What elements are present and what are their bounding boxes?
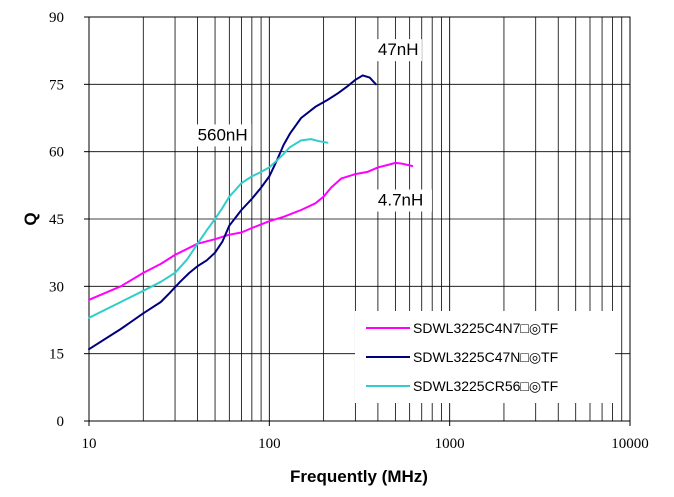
annotation-label: 560nH (198, 125, 248, 144)
y-tick-label: 0 (57, 414, 65, 430)
x-tick-label: 1000 (435, 436, 465, 452)
y-axis-label: Q (21, 212, 40, 225)
x-tick-label: 100 (258, 436, 281, 452)
series-lines (88, 74, 414, 351)
y-tick-label: 15 (49, 347, 64, 363)
x-tick-label: 10000 (611, 436, 649, 452)
y-tick-label: 45 (49, 212, 64, 228)
series-line-2 (88, 74, 377, 351)
legend-entry: SDWL3225C4N7□◎TF (413, 320, 558, 336)
x-axis-ticks: 10 100 1000 10000 (82, 421, 649, 452)
legend-entry: SDWL3225C47N□◎TF (413, 349, 558, 365)
series-line-3 (88, 138, 329, 319)
annotation-label: 47nH (378, 40, 419, 59)
y-tick-label: 60 (49, 145, 64, 161)
y-tick-label: 75 (49, 77, 64, 93)
annotation-bg (373, 189, 432, 212)
annotation-bg (193, 124, 252, 147)
x-tick-label: 10 (82, 436, 97, 452)
annotation-bg (373, 39, 422, 62)
legend-entry: SDWL3225CR56□◎TF (413, 378, 558, 394)
y-axis-ticks: 0 15 30 45 60 75 90 (49, 10, 89, 430)
x-axis-label: Frequently (MHz) (290, 467, 428, 486)
series-line-1 (88, 161, 414, 301)
annotation-label: 4.7nH (378, 191, 423, 210)
annotations: 47nH 560nH 4.7nH (193, 39, 432, 212)
legend: SDWL3225C4N7□◎TF SDWL3225C47N□◎TF SDWL3225… (355, 311, 615, 403)
y-tick-label: 30 (49, 279, 64, 295)
y-tick-label: 90 (49, 10, 64, 26)
